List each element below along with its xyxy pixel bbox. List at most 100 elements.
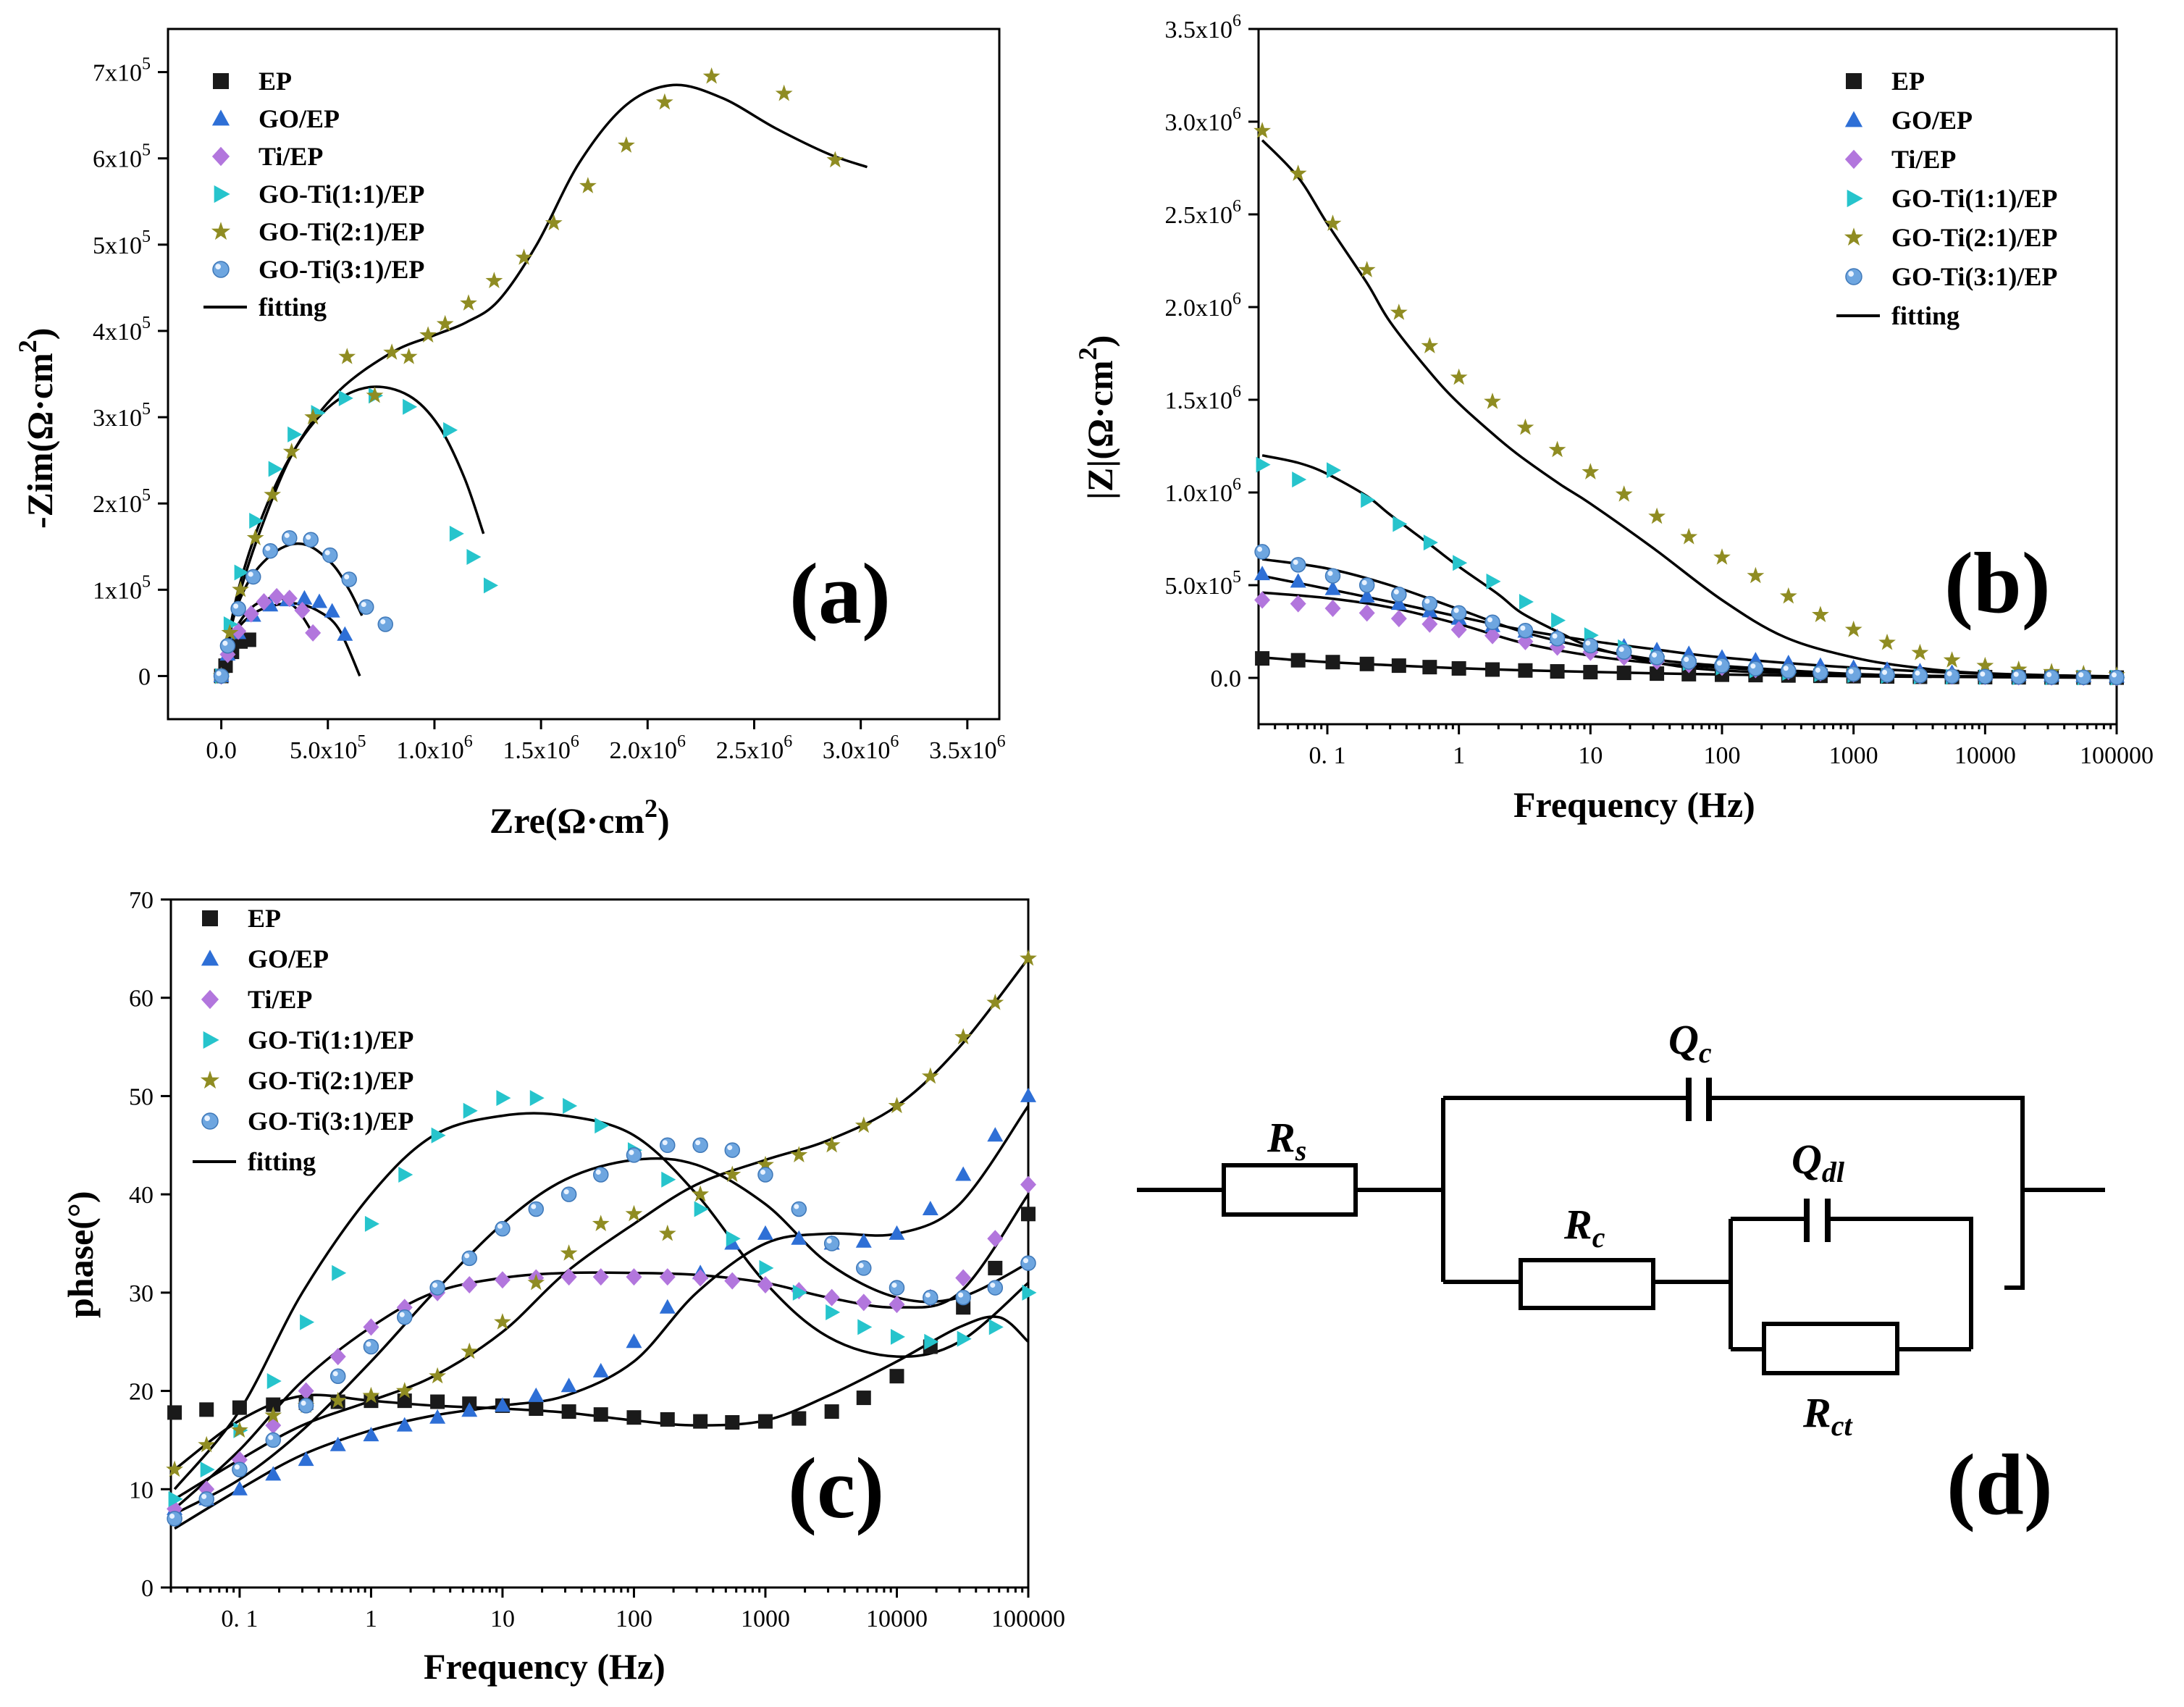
point-a-ti-ep (230, 622, 247, 640)
point-c-go-ti-3-1-ep-highlight (925, 1292, 931, 1298)
point-b-ep (1550, 664, 1565, 679)
label-Rct: Rct (1802, 1389, 1853, 1442)
point-b-go-ti-2-1-ep (1358, 261, 1376, 277)
legend-marker-c-go-ti-1-1-ep (203, 1031, 219, 1049)
point-b-go-ti-1-1-ep (1486, 573, 1501, 590)
point-c-go-ti-3-1-ep (397, 1309, 413, 1325)
point-b-go-ti-3-1-ep (1977, 668, 1994, 684)
point-b-go-ti-2-1-ep (1253, 122, 1271, 138)
point-c-go-ti-3-1-ep (232, 1461, 248, 1477)
point-c-go-ti-3-1-ep-highlight (629, 1149, 634, 1155)
point-a-go-ti-1-1-ep (268, 461, 283, 477)
point-c-go-ep (298, 1451, 314, 1467)
point-a-ti-ep (305, 624, 322, 642)
point-c-go-ep (461, 1402, 478, 1417)
x-axis-label-a: Zre(Ω·cm2) (490, 794, 670, 841)
point-b-go-ti-3-1-ep (1681, 654, 1697, 670)
point-a-go-ti-3-1-ep (377, 616, 393, 632)
point-c-go-ti-1-1-ep (332, 1264, 347, 1281)
point-b-go-ti-3-1-ep-highlight (1453, 608, 1459, 613)
point-b-go-ti-3-1-ep-highlight (1750, 663, 1756, 669)
point-b-go-ti-3-1-ep-highlight (1327, 571, 1333, 576)
point-c-go-ti-2-1-ep (592, 1215, 610, 1231)
legend-marker-a-go-ti-3-1-ep-highlight (215, 264, 221, 269)
point-b-go-ti-1-1-ep (1453, 555, 1468, 571)
point-a-go-ti-3-1-ep (213, 668, 230, 684)
equivalent-circuit-panel-d: Rs Qc Rc Qdl Rct (d) (1137, 1016, 2105, 1532)
point-b-go-ti-1-1-ep (1423, 534, 1438, 551)
point-c-go-ep (626, 1333, 642, 1349)
point-c-go-ti-3-1-ep-highlight (399, 1312, 405, 1317)
legend-marker-c-go-ep (201, 949, 219, 966)
point-b-go-ti-3-1-ep-highlight (2013, 671, 2019, 677)
fit-line-c-go-ti-1-1-ep (173, 1112, 1030, 1490)
point-c-go-ti-3-1-ep-highlight (563, 1189, 569, 1195)
point-a-go-ti-1-1-ep (223, 616, 238, 632)
legend-label-b-go-ti-2-1-ep: GO-Ti(2:1)/EP (1891, 223, 2057, 252)
x-tick-label-b-6: 100000 (2080, 742, 2154, 769)
point-b-go-ti-3-1-ep (1421, 595, 1438, 612)
point-c-go-ti-3-1-ep (889, 1280, 905, 1296)
point-b-go-ti-3-1-ep (1391, 587, 1407, 603)
point-c-ep (757, 1414, 773, 1429)
point-b-go-ti-1-1-ep (1292, 471, 1307, 488)
point-b-go-ti-2-1-ep (1680, 527, 1698, 545)
point-c-go-ep (494, 1397, 511, 1412)
point-a-go-ti-2-1-ep (579, 177, 597, 193)
point-b-go-ti-3-1-ep (1517, 622, 1534, 639)
point-a-go-ti-2-1-ep (656, 93, 673, 110)
nyquist-plot-panel-a: 0.0 5.0x105 1.0x106 1.5x106 2.0x106 2.5x106 3.… (13, 28, 1006, 841)
point-b-go-ti-2-1-ep (1615, 485, 1633, 502)
point-b-go-ti-1-1-ep (1361, 492, 1376, 508)
point-b-go-ti-3-1-ep-highlight (2046, 671, 2052, 677)
point-b-go-ti-3-1-ep-highlight (1783, 666, 1789, 671)
y-tick-label-c-5: 50 (129, 1083, 154, 1110)
point-c-go-ti-3-1-ep (626, 1147, 642, 1163)
point-a-go-ti-2-1-ep (232, 580, 249, 597)
point-c-go-ti-2-1-ep (723, 1165, 742, 1183)
point-c-go-ti-1-1-ep (661, 1171, 676, 1188)
point-c-go-ti-2-1-ep (1020, 949, 1037, 966)
point-c-go-ti-2-1-ep (658, 1224, 676, 1241)
point-a-go-ti-3-1-ep-highlight (344, 574, 350, 580)
point-b-ti-ep (1358, 604, 1375, 622)
point-a-go-ti-1-1-ep (466, 549, 482, 566)
point-c-go-ti-1-1-ep (200, 1461, 215, 1478)
legend-marker-b-ep (1846, 73, 1862, 89)
point-a-go-ti-2-1-ep (264, 485, 282, 503)
point-b-go-ti-2-1-ep (1648, 507, 1666, 524)
point-c-go-ti-1-1-ep (300, 1314, 315, 1330)
point-b-ti-ep (1254, 591, 1271, 609)
point-a-go-ti-2-1-ep (775, 84, 793, 101)
point-a-ti-ep (294, 601, 311, 619)
point-c-go-ti-2-1-ep (264, 1406, 282, 1423)
point-c-ti-ep (494, 1271, 511, 1289)
point-c-go-ti-3-1-ep (560, 1186, 577, 1202)
point-c-go-ti-3-1-ep-highlight (990, 1283, 996, 1288)
point-c-go-ep (396, 1417, 413, 1432)
point-b-go-ti-3-1-ep (1944, 668, 1960, 684)
y-tick-label-b-1: 5.0x105 (1165, 568, 1242, 600)
point-c-go-ti-1-1-ep (496, 1090, 511, 1107)
point-c-go-ep (791, 1230, 807, 1245)
point-c-ep (397, 1393, 412, 1409)
point-c-go-ti-2-1-ep (757, 1155, 774, 1173)
x-tick-label-b-4: 1000 (1829, 742, 1878, 769)
point-b-go-ti-2-1-ep (1779, 587, 1797, 604)
point-a-ti-ep (281, 590, 298, 608)
point-b-go-ti-2-1-ep (1289, 164, 1307, 181)
point-a-go-ep (296, 590, 313, 605)
point-b-go-ti-3-1-ep (2109, 669, 2125, 686)
point-c-go-ep (955, 1166, 972, 1181)
point-b-go-ti-3-1-ep-highlight (1684, 656, 1689, 662)
point-c-go-ti-3-1-ep (363, 1338, 379, 1355)
point-c-go-ti-3-1-ep (660, 1137, 676, 1154)
y-tick-label-a-0: 0 (138, 663, 151, 690)
point-b-go-ti-3-1-ep-highlight (2112, 672, 2117, 678)
point-a-go-ti-3-1-ep-highlight (222, 640, 228, 646)
point-b-go-ti-3-1-ep-highlight (2078, 672, 2084, 678)
point-a-go-ti-3-1-ep (303, 532, 319, 548)
point-c-go-ti-1-1-ep (957, 1330, 972, 1347)
legend-marker-a-ep (213, 73, 229, 89)
point-b-go-ti-3-1-ep (1649, 650, 1665, 666)
